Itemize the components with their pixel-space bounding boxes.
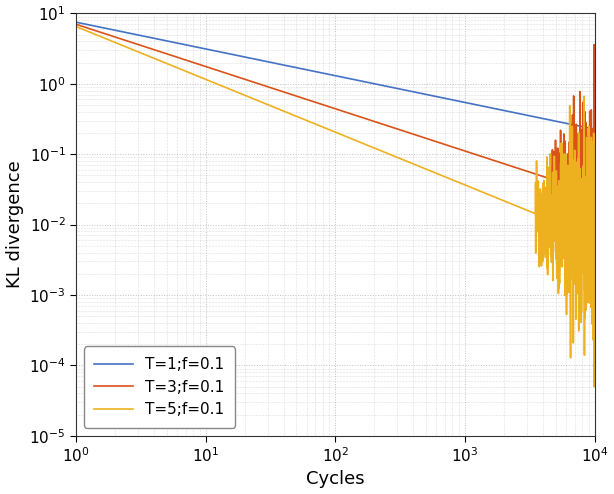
T=5;f=0.1 [499,197,506,203]
Line: T=5;f=0.1: T=5;f=0.1 [76,27,594,387]
Line: T=1;f=0.1: T=1;f=0.1 [76,22,594,129]
T=1;f=0.1 [383,83,391,89]
T=3;f=0.1 [271,86,278,92]
T=3;f=0.1 [591,210,598,216]
T=3;f=0.1 [410,131,417,137]
T=1;f=0.1 [499,107,506,113]
T=5;f=0.1 [383,150,391,156]
Line: T=3;f=0.1: T=3;f=0.1 [76,24,594,314]
X-axis label: Cycles: Cycles [306,470,365,489]
Legend: T=1;f=0.1, T=3;f=0.1, T=5;f=0.1: T=1;f=0.1, T=3;f=0.1, T=5;f=0.1 [84,346,235,428]
T=1;f=0.1 [271,60,278,66]
T=5;f=0.1 [72,24,80,30]
T=5;f=0.1 [410,161,417,167]
T=1;f=0.1 [166,39,174,44]
T=1;f=0.1 [591,126,598,132]
T=1;f=0.1 [459,99,467,105]
T=3;f=0.1 [383,123,391,128]
T=3;f=0.1 [499,160,506,166]
T=1;f=0.1 [72,19,80,25]
T=1;f=0.1 [410,89,417,95]
T=3;f=0.1 [72,21,80,27]
T=5;f=0.1 [166,62,174,68]
T=3;f=0.1 [166,52,174,58]
T=5;f=0.1 [591,289,598,295]
Y-axis label: KL divergence: KL divergence [6,161,23,288]
T=5;f=0.1 [271,104,278,110]
T=5;f=0.1 [459,181,467,187]
T=5;f=0.1 [590,384,597,390]
T=3;f=0.1 [589,311,596,317]
T=3;f=0.1 [459,147,467,153]
